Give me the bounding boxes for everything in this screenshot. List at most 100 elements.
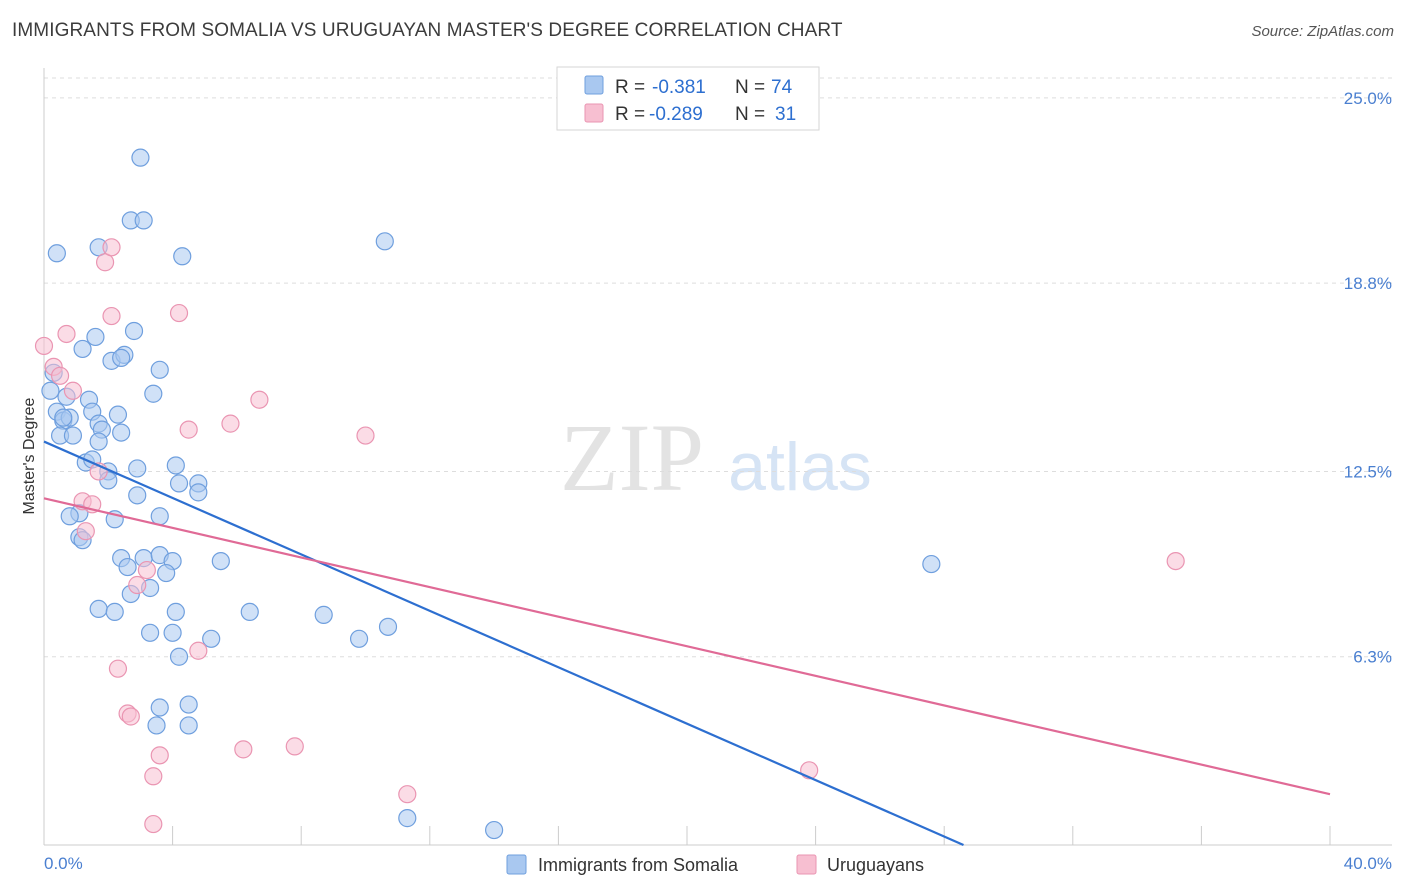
point-uruguay — [221, 414, 240, 433]
point-uruguay — [250, 390, 269, 409]
point-somalia — [189, 483, 208, 502]
x-tick-label-max: 40.0% — [1344, 854, 1392, 873]
legend-uruguay-label: Uruguayans — [827, 855, 924, 875]
grid-lines — [44, 77, 1392, 658]
legend-somalia-swatch — [506, 854, 527, 875]
point-somalia — [179, 695, 198, 714]
point-uruguay — [1166, 551, 1185, 571]
point-uruguay — [50, 366, 70, 385]
point-uruguay — [137, 560, 156, 580]
point-somalia — [398, 809, 417, 828]
point-uruguay — [169, 303, 189, 323]
y-axis-label: Master's Degree — [21, 397, 38, 514]
uruguay-n-label: N = — [735, 104, 765, 125]
point-somalia — [112, 348, 131, 367]
point-uruguay — [144, 814, 163, 834]
point-uruguay — [108, 659, 128, 678]
point-somalia — [922, 554, 941, 574]
point-somalia — [314, 605, 333, 624]
point-uruguay — [356, 426, 375, 445]
point-somalia — [112, 423, 131, 442]
point-somalia — [118, 557, 137, 577]
point-uruguay — [285, 737, 304, 756]
point-somalia — [131, 148, 150, 167]
point-uruguay — [150, 746, 169, 765]
uruguay-n-value: 31 — [775, 104, 796, 125]
stats-legend: R = -0.381 N = 74 R = -0.289 N = 31 — [556, 66, 820, 131]
point-somalia — [128, 486, 147, 505]
x-axis-ticks — [43, 826, 1331, 845]
point-uruguay — [76, 522, 95, 541]
point-somalia — [54, 408, 73, 427]
uruguay-r-value: -0.289 — [649, 104, 703, 125]
point-somalia — [485, 820, 504, 840]
point-somalia — [349, 629, 369, 648]
somalia-r-value: -0.381 — [652, 77, 706, 98]
watermark-atlas: atlas — [728, 429, 872, 505]
point-somalia — [60, 507, 79, 526]
somalia-n-value: 74 — [771, 77, 793, 98]
point-uruguay — [189, 641, 208, 660]
trend-line-somalia — [43, 440, 964, 847]
legend-uruguay-swatch — [796, 854, 817, 875]
point-uruguay — [95, 253, 115, 272]
y-tick-label: 25.0% — [1344, 89, 1392, 108]
point-somalia — [144, 384, 163, 403]
point-somalia — [134, 211, 153, 230]
data-points — [34, 148, 1185, 840]
point-somalia — [147, 716, 166, 735]
point-somalia — [86, 327, 105, 347]
point-uruguay — [121, 707, 140, 726]
point-somalia — [124, 321, 144, 341]
point-somalia — [63, 426, 83, 445]
point-somalia — [73, 339, 92, 359]
y-tick-label: 18.8% — [1344, 274, 1392, 293]
point-uruguay — [57, 324, 76, 344]
point-somalia — [108, 405, 128, 424]
point-somalia — [89, 599, 108, 619]
point-somalia — [47, 244, 66, 263]
point-somalia — [169, 474, 189, 493]
point-somalia — [89, 432, 108, 451]
point-uruguay — [398, 785, 417, 804]
point-uruguay — [102, 306, 121, 326]
point-somalia — [105, 602, 124, 622]
point-somalia — [211, 551, 230, 571]
point-somalia — [166, 456, 185, 475]
somalia-swatch — [584, 75, 604, 95]
point-somalia — [375, 232, 394, 251]
point-somalia — [179, 716, 198, 735]
point-somalia — [41, 381, 60, 400]
point-uruguay — [63, 381, 83, 400]
point-uruguay — [102, 238, 121, 257]
point-somalia — [157, 563, 176, 583]
point-uruguay — [128, 575, 147, 595]
somalia-n-label: N = — [735, 77, 765, 98]
x-tick-label-min: 0.0% — [44, 854, 83, 873]
y-tick-label: 12.5% — [1344, 462, 1392, 481]
point-uruguay — [234, 740, 253, 759]
point-somalia — [163, 623, 182, 642]
point-somalia — [150, 360, 169, 379]
uruguay-swatch — [584, 103, 604, 123]
point-somalia — [240, 602, 259, 622]
point-uruguay — [34, 336, 54, 356]
somalia-r-label: R = — [615, 77, 645, 98]
chart-title: IMMIGRANTS FROM SOMALIA VS URUGUAYAN MAS… — [12, 20, 843, 41]
point-somalia — [166, 602, 185, 622]
watermark-zip: ZIP — [560, 404, 704, 511]
y-tick-labels: 6.3% 12.5% 18.8% 25.0% — [1344, 89, 1392, 667]
point-somalia — [150, 507, 169, 526]
point-somalia — [173, 247, 192, 266]
trend-line-uruguay — [43, 497, 1331, 796]
y-tick-label: 6.3% — [1353, 648, 1392, 667]
point-somalia — [150, 698, 169, 717]
point-uruguay — [144, 767, 163, 786]
point-somalia — [140, 623, 160, 642]
source-label: Source: ZipAtlas.com — [1251, 23, 1394, 40]
point-somalia — [378, 617, 398, 636]
legend-somalia-label: Immigrants from Somalia — [538, 855, 739, 875]
point-uruguay — [179, 420, 198, 439]
point-somalia — [202, 629, 221, 648]
